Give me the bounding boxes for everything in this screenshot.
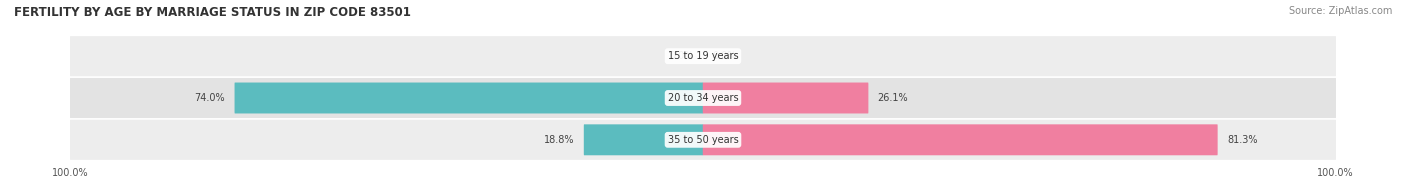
Text: Source: ZipAtlas.com: Source: ZipAtlas.com <box>1288 6 1392 16</box>
Text: 18.8%: 18.8% <box>544 135 575 145</box>
Text: 0.0%: 0.0% <box>669 51 693 61</box>
FancyBboxPatch shape <box>70 78 1336 118</box>
FancyBboxPatch shape <box>703 83 869 113</box>
FancyBboxPatch shape <box>70 120 1336 160</box>
Text: 74.0%: 74.0% <box>194 93 225 103</box>
Text: 20 to 34 years: 20 to 34 years <box>668 93 738 103</box>
Text: 0.0%: 0.0% <box>713 51 737 61</box>
FancyBboxPatch shape <box>583 124 703 155</box>
FancyBboxPatch shape <box>70 36 1336 76</box>
FancyBboxPatch shape <box>703 124 1218 155</box>
Text: 26.1%: 26.1% <box>877 93 908 103</box>
FancyBboxPatch shape <box>235 83 703 113</box>
Text: 35 to 50 years: 35 to 50 years <box>668 135 738 145</box>
Text: 81.3%: 81.3% <box>1227 135 1257 145</box>
Text: FERTILITY BY AGE BY MARRIAGE STATUS IN ZIP CODE 83501: FERTILITY BY AGE BY MARRIAGE STATUS IN Z… <box>14 6 411 19</box>
Text: 15 to 19 years: 15 to 19 years <box>668 51 738 61</box>
